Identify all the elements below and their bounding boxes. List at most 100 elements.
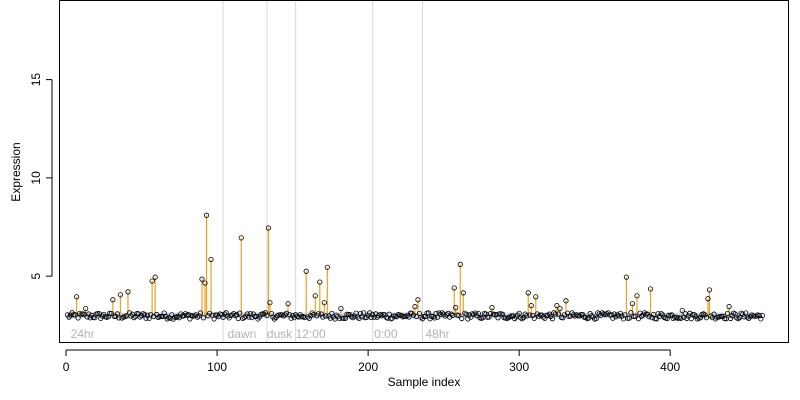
data-point xyxy=(152,274,158,280)
data-point xyxy=(646,314,652,320)
data-point xyxy=(374,314,380,320)
data-point xyxy=(705,296,711,302)
data-point xyxy=(223,310,229,316)
data-point xyxy=(555,311,562,317)
data-point xyxy=(457,261,463,267)
data-point xyxy=(740,311,746,317)
data-point xyxy=(83,306,89,312)
data-point xyxy=(512,316,518,322)
data-point xyxy=(641,310,648,316)
data-point xyxy=(283,310,290,316)
data-point xyxy=(549,316,555,322)
data-point xyxy=(658,311,664,317)
data-point xyxy=(244,311,250,317)
data-point xyxy=(638,313,645,319)
data-point xyxy=(516,310,522,316)
data-point xyxy=(368,314,374,321)
data-point xyxy=(687,310,693,316)
data-point xyxy=(238,235,244,241)
data-point xyxy=(220,314,226,320)
data-point xyxy=(678,315,684,321)
x-tick-label: 0 xyxy=(63,360,70,374)
data-point xyxy=(626,315,633,321)
data-point xyxy=(459,315,465,322)
data-point xyxy=(472,310,478,316)
data-point xyxy=(685,313,691,319)
data-point xyxy=(370,311,376,318)
data-point xyxy=(619,313,625,319)
data-point xyxy=(593,315,599,321)
data-point xyxy=(425,310,432,316)
data-point xyxy=(554,303,560,309)
data-point xyxy=(356,315,362,322)
data-point xyxy=(679,307,685,314)
data-point xyxy=(421,313,427,320)
data-point xyxy=(323,313,329,319)
data-point xyxy=(746,315,752,322)
data-point xyxy=(629,301,636,307)
plot-frame xyxy=(59,0,789,343)
data-point xyxy=(182,311,188,317)
data-point xyxy=(111,313,117,319)
data-point xyxy=(616,313,622,319)
data-point xyxy=(341,315,347,321)
data-point xyxy=(453,305,459,311)
data-point xyxy=(614,312,620,318)
data-point xyxy=(279,312,285,318)
data-point xyxy=(728,315,734,322)
data-point xyxy=(371,314,377,320)
data-point xyxy=(583,314,589,320)
segment-label: dawn xyxy=(228,327,257,341)
data-point xyxy=(197,310,204,316)
data-point xyxy=(542,315,548,321)
data-point xyxy=(108,310,114,317)
x-tick-label: 100 xyxy=(207,360,227,374)
segment-separators xyxy=(222,1,423,343)
data-point xyxy=(253,313,259,319)
data-point xyxy=(489,305,495,311)
data-point xyxy=(137,314,143,320)
data-point xyxy=(563,298,569,304)
data-point xyxy=(576,313,583,319)
y-tick-label: 15 xyxy=(29,73,43,87)
data-point xyxy=(758,316,764,322)
data-point xyxy=(386,311,392,317)
data-point xyxy=(317,279,323,285)
data-point xyxy=(84,314,90,320)
data-point xyxy=(110,297,116,303)
data-point xyxy=(439,310,445,316)
data-point xyxy=(519,316,525,322)
data-point xyxy=(649,315,655,321)
x-tick-label: 200 xyxy=(358,360,378,374)
spike-lines xyxy=(76,215,730,316)
data-point xyxy=(463,311,469,317)
data-point xyxy=(527,312,533,318)
data-point xyxy=(202,280,208,286)
data-point xyxy=(125,289,131,295)
data-point xyxy=(149,278,155,284)
data-point xyxy=(351,313,358,319)
data-point xyxy=(703,315,710,321)
data-point xyxy=(306,315,312,321)
x-tick-label: 300 xyxy=(509,360,529,374)
x-axis-title: Sample index xyxy=(388,375,461,389)
data-point xyxy=(623,274,629,280)
y-axis-title: Expression xyxy=(9,142,23,201)
data-point xyxy=(131,315,137,321)
data-point xyxy=(744,314,750,320)
data-point xyxy=(315,311,321,317)
data-point xyxy=(264,312,270,318)
data-point xyxy=(143,315,149,321)
data-point xyxy=(460,290,466,296)
data-point xyxy=(380,312,386,318)
data-point xyxy=(367,310,373,316)
segment-labels: 24hr dawn dusk 12:00 0:00 48hr xyxy=(71,327,450,341)
data-point xyxy=(431,315,438,321)
data-point xyxy=(634,293,640,299)
data-point xyxy=(655,311,661,317)
data-point xyxy=(74,294,80,300)
data-point xyxy=(496,311,503,317)
data-point xyxy=(126,310,133,316)
data-point xyxy=(219,312,225,318)
